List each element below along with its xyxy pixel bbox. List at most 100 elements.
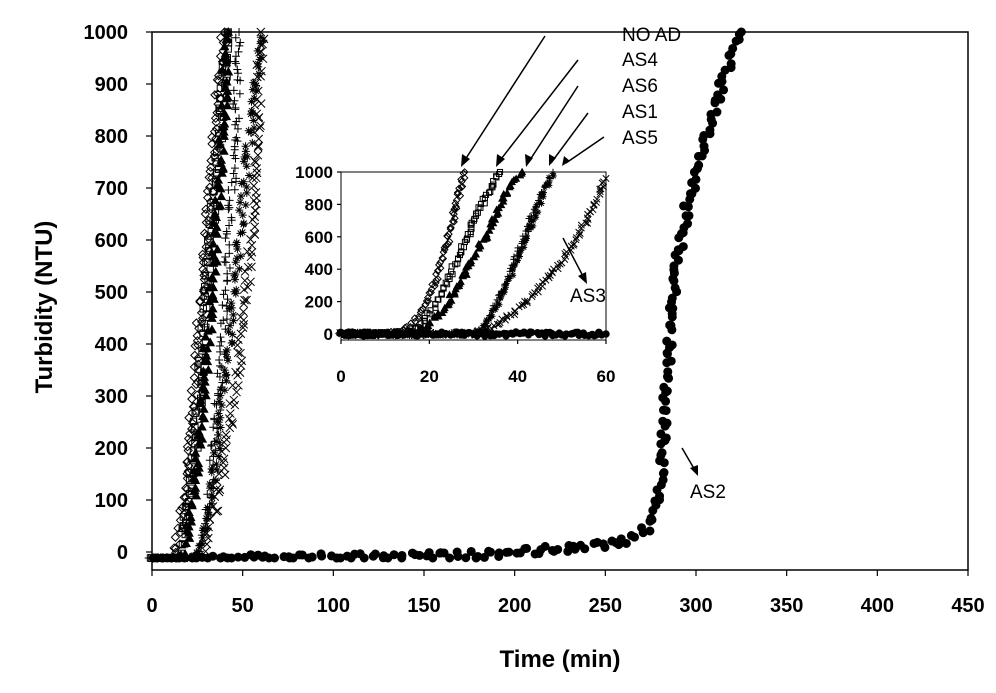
main-point-as5	[256, 33, 265, 42]
main-plot-frame	[151, 31, 969, 571]
inset-point-as3	[528, 292, 536, 301]
main-point-as5	[232, 285, 241, 294]
main-point-as5	[242, 162, 251, 171]
inset-point-as5	[493, 304, 500, 311]
main-point-as6	[190, 483, 201, 492]
main-point-as1	[234, 47, 243, 56]
main-point-as2	[694, 160, 704, 170]
inset-point-as5	[497, 294, 504, 302]
main-point-as5	[229, 316, 238, 325]
main-point-as6	[185, 512, 196, 522]
main-point-as5	[235, 264, 244, 273]
main-point-as2	[683, 202, 693, 212]
arrowhead-as3	[578, 272, 587, 284]
main-point-as1	[206, 441, 215, 450]
main-point-as5	[244, 126, 253, 135]
main-point-as5	[238, 228, 247, 237]
inset-point-no-ad	[417, 306, 426, 314]
main-x-tick-label: 250	[589, 595, 622, 617]
inset-point-as3	[602, 174, 610, 183]
main-point-as2	[466, 546, 476, 556]
inset-x-tick-label: 0	[336, 367, 345, 386]
main-point-as5	[246, 110, 255, 119]
main-point-as2	[713, 90, 723, 100]
inset-y-tick-label: 400	[305, 260, 333, 279]
inset-point-as3	[593, 195, 601, 203]
inset-point-as5	[487, 313, 494, 321]
main-point-as3	[219, 463, 229, 473]
inset-point-as5	[530, 216, 537, 224]
main-point-as2	[486, 547, 496, 557]
inset-point-as3	[599, 183, 607, 191]
main-point-as5	[214, 452, 223, 461]
main-point-as2	[621, 538, 631, 548]
main-point-as2	[691, 174, 701, 184]
main-point-as6	[198, 403, 209, 413]
main-point-as5	[216, 444, 225, 453]
main-point-as3	[215, 485, 225, 495]
main-point-as6	[208, 218, 219, 227]
main-point-as2	[726, 59, 736, 69]
main-point-as3	[202, 539, 212, 549]
main-point-as6	[190, 453, 201, 463]
main-point-as5	[207, 499, 216, 508]
main-point-as3	[240, 267, 250, 276]
inset-point-as6	[497, 200, 506, 209]
main-point-as5	[235, 206, 244, 215]
inset-point-no-ad	[444, 240, 453, 248]
inset-point-as5	[522, 235, 530, 242]
main-x-tick-label: 150	[407, 595, 440, 617]
main-point-as1	[221, 234, 230, 243]
main-point-as5	[236, 198, 245, 207]
inset-point-no-ad	[457, 175, 466, 184]
main-point-as5	[213, 465, 222, 474]
inset-point-as5	[540, 189, 547, 196]
main-point-as2	[540, 541, 550, 551]
main-y-tick-label: 100	[95, 490, 128, 512]
main-point-as4	[216, 94, 225, 102]
main-point-as6	[219, 131, 229, 140]
main-point-as5	[252, 87, 261, 96]
main-point-as3	[236, 329, 246, 339]
main-point-as1	[233, 69, 242, 78]
main-point-as5	[242, 188, 251, 197]
main-axis-ticks: 0 50 100 150 200 250 300 350 400 4500100200300400…	[84, 22, 985, 617]
main-point-as5	[232, 238, 241, 247]
inset-series-as2	[336, 328, 610, 340]
main-point-as3	[255, 123, 265, 133]
main-point-as3	[200, 528, 210, 538]
inset-point-as4	[434, 296, 441, 303]
main-point-as6	[219, 118, 230, 128]
main-point-as5	[209, 448, 218, 457]
arrowhead-as4	[496, 154, 505, 167]
inset-point-no-ad	[441, 241, 450, 250]
annotation-labels: NO AD AS4 AS6 AS1 AS5 AS3 AS2	[570, 25, 726, 503]
main-point-as3	[253, 86, 263, 96]
main-point-as4	[200, 319, 209, 328]
arrowhead-as5	[562, 156, 570, 166]
main-point-no-ad	[190, 350, 200, 361]
main-point-as2	[666, 320, 676, 330]
main-point-as2	[479, 552, 489, 562]
main-point-no-ad	[198, 257, 209, 268]
main-point-as2	[453, 551, 463, 561]
main-point-as1	[231, 52, 240, 61]
main-point-as3	[254, 141, 263, 151]
inset-point-as5	[521, 239, 529, 246]
main-y-tick-label: 700	[95, 178, 128, 200]
main-point-as6	[195, 395, 206, 404]
main-point-no-ad	[191, 318, 202, 328]
main-point-as1	[224, 201, 233, 210]
main-point-as6	[190, 448, 201, 457]
inset-point-as5	[520, 244, 528, 251]
main-point-as6	[186, 498, 197, 508]
main-point-as3	[233, 335, 243, 345]
main-point-as6	[183, 525, 193, 535]
main-point-as3	[242, 295, 251, 305]
main-series-layer	[144, 26, 746, 563]
main-point-as1	[218, 301, 227, 310]
main-point-as5	[220, 366, 229, 375]
main-point-as6	[207, 290, 218, 299]
main-point-as1	[229, 169, 238, 178]
main-point-as2	[667, 293, 677, 303]
